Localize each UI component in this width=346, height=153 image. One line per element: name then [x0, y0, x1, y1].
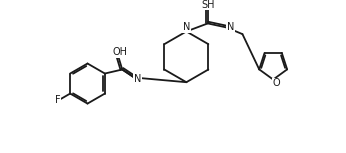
Text: N: N: [134, 74, 141, 84]
Text: N: N: [183, 22, 190, 32]
Text: SH: SH: [202, 0, 215, 10]
Text: N: N: [227, 22, 234, 32]
Text: F: F: [55, 95, 61, 104]
Text: OH: OH: [112, 47, 127, 57]
Text: O: O: [272, 78, 280, 88]
